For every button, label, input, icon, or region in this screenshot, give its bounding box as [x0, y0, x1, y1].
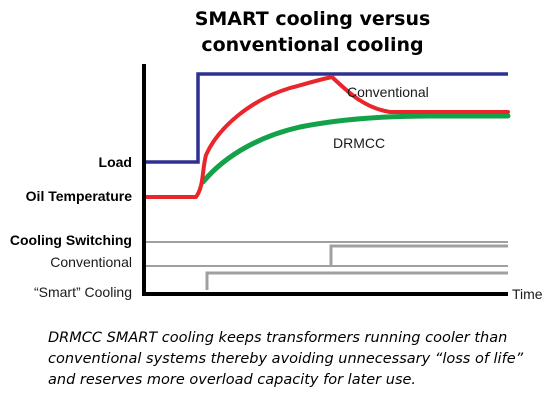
conventional-switch-signal [329, 244, 508, 266]
caption: DRMCC SMART cooling keeps transformers r… [48, 330, 524, 388]
cooling-switching-label: Cooling Switching [10, 232, 132, 248]
conventional-curve-label: Conventional [347, 84, 429, 100]
smart-switch-label: “Smart” Cooling [34, 284, 132, 300]
conventional-switch-label: Conventional [50, 254, 132, 270]
diagram-title: SMART cooling versus conventional coolin… [140, 6, 485, 58]
title-line-2: conventional cooling [201, 34, 424, 56]
conventional-curve [142, 75, 510, 199]
load-label: Load [99, 154, 132, 170]
time-axis-label: Time [512, 286, 543, 302]
drmcc-curve [200, 113, 511, 185]
drmcc-curve-label: DRMCC [333, 135, 385, 151]
oil-temperature-label: Oil Temperature [26, 188, 133, 204]
title-line-1: SMART cooling versus [194, 8, 431, 30]
load-line [144, 72, 508, 164]
smart-switch-signal [205, 271, 508, 290]
